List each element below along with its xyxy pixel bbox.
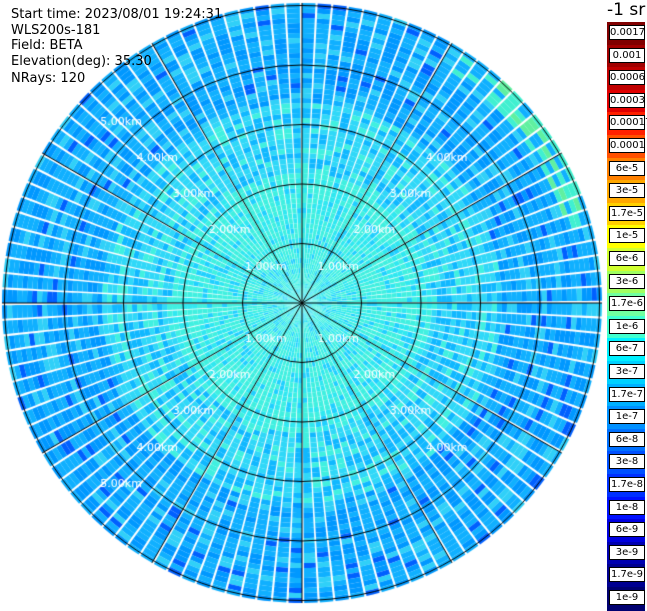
colorbar-tick-label: 6e-6 <box>609 251 645 266</box>
ppi-plot <box>0 0 605 607</box>
field-label: Field: BETA <box>11 38 83 53</box>
start-time-label: Start time: 2023/08/01 19:24:31 <box>11 7 223 22</box>
colorbar-tick-label: 1.7e-6 <box>609 296 645 312</box>
colorbar-tick-label: 0.0017 <box>609 25 645 40</box>
colorbar-tick-label: 3e-6 <box>609 273 645 289</box>
colorbar-tick-label: 3e-8 <box>609 454 645 470</box>
colorbar-tick-label: 6e-9 <box>609 522 645 538</box>
colorbar-tick-label: 1.7e-9 <box>609 567 645 583</box>
colorbar-tick-label: 0.0006 <box>609 70 645 86</box>
colorbar-tick-label: 1e-6 <box>609 318 645 334</box>
colorbar-tick-label: 3e-5 <box>609 183 645 199</box>
colorbar-tick-label: 0.0003 <box>609 92 645 108</box>
colorbar-tick-label: 1.7e-5 <box>609 205 645 221</box>
colorbar-tick-label: 0.00017 <box>609 115 647 131</box>
instrument-label: WLS200s-181 <box>11 23 101 38</box>
colorbar-tick-label: 1e-9 <box>609 590 645 605</box>
colorbar-tick-label: 3e-7 <box>609 364 645 379</box>
colorbar-tick-label: 1.7e-7 <box>609 386 645 402</box>
colorbar-tick-label: 3e-9 <box>609 544 645 560</box>
colorbar-tick-label: 0.001 <box>609 47 645 63</box>
colorbar-tick-label: 6e-8 <box>609 431 645 447</box>
elevation-label: Elevation(deg): 35.30 <box>11 54 152 69</box>
colorbar-tick-label: 6e-7 <box>609 341 645 357</box>
colorbar-tick-label: 0.0001 <box>609 138 645 153</box>
colorbar-tick-label: 1e-7 <box>609 409 645 425</box>
colorbar-tick-label: 1e-8 <box>609 499 645 515</box>
nrays-label: NRays: 120 <box>11 71 86 86</box>
colorbar-tick-label: 1.7e-8 <box>609 477 645 492</box>
colorbar-units: -1 sr <box>607 0 646 20</box>
colorbar-tick-label: 1e-5 <box>609 228 645 244</box>
colorbar-tick-label: 6e-5 <box>609 160 645 176</box>
